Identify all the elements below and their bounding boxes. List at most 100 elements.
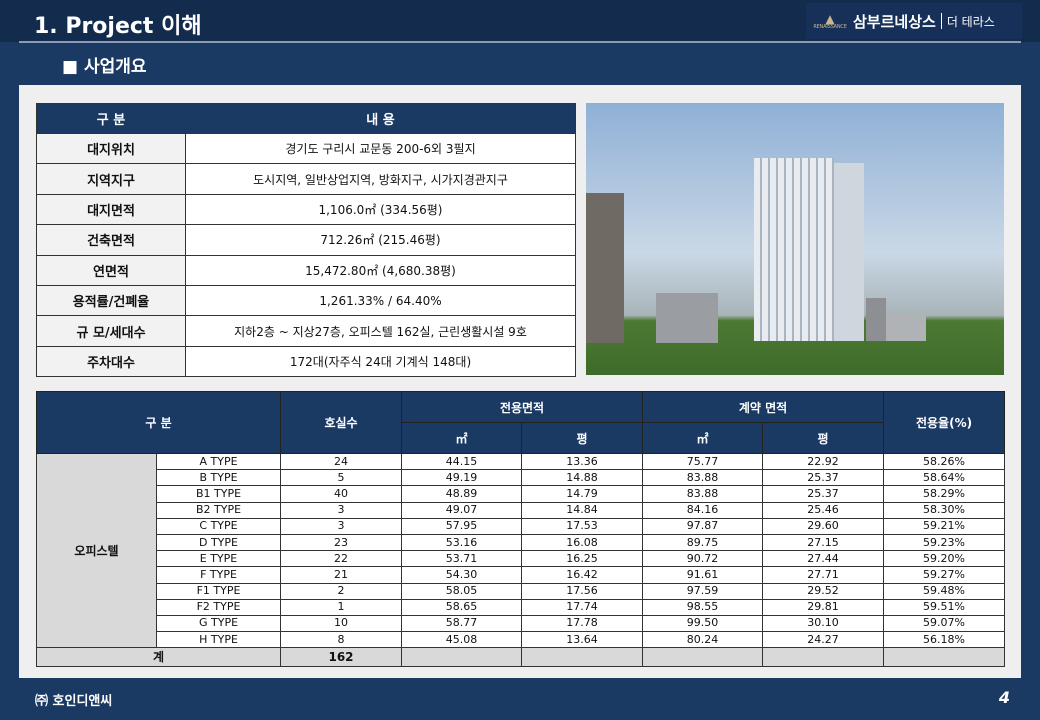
table-row: C TYPE 3 57.95 17.53 97.87 29.60 59.21% (37, 517, 1006, 535)
overview-row: 주차대수 172대(자주식 24대 기계식 148대) (36, 345, 576, 378)
cell-type: D TYPE (155, 533, 282, 552)
overview-value: 1,261.33% / 64.40% (185, 284, 576, 317)
cell-exclusive-pyeong: 13.64 (521, 631, 644, 649)
total-label: 계 (35, 647, 282, 668)
overview-value: 172대(자주식 24대 기계식 148대) (185, 345, 576, 378)
cell-rooms: 8 (280, 631, 403, 649)
overview-row: 건축면적 712.26㎡ (215.46평) (36, 224, 576, 256)
header-divider (19, 41, 1021, 43)
header-contract-sqm: ㎡ (642, 422, 764, 454)
cell-contract-sqm: 99.50 (642, 614, 764, 633)
cell-ratio: 56.18% (883, 631, 1006, 649)
overview-label: 건축면적 (36, 224, 186, 256)
table-row: G TYPE 10 58.77 17.78 99.50 30.10 59.07% (37, 614, 1006, 633)
cell-contract-pyeong: 27.44 (762, 550, 885, 568)
cell-exclusive-pyeong: 17.53 (521, 517, 644, 535)
cell-exclusive-sqm: 49.19 (401, 469, 523, 487)
cell-type: F1 TYPE (155, 582, 282, 600)
cell-exclusive-sqm: 54.30 (401, 566, 523, 584)
cell-ratio: 58.64% (883, 469, 1006, 487)
cell-exclusive-sqm: 58.77 (401, 614, 523, 633)
cell-contract-sqm: 91.61 (642, 566, 764, 584)
cell-ratio: 59.21% (883, 517, 1006, 535)
cell-type: G TYPE (155, 614, 282, 633)
header-category: 구 분 (35, 391, 282, 454)
cell-contract-sqm: 84.16 (642, 501, 764, 519)
cell-contract-pyeong: 27.15 (762, 533, 885, 552)
cell-rooms: 22 (280, 550, 403, 568)
overview-label: 대지위치 (36, 132, 186, 165)
unit-table: 구 분 호실수 전용면적 계약 면적 전용율(%) ㎡ 평 ㎡ 평 오피스텔 A … (35, 391, 1006, 668)
overview-row: 대지위치 경기도 구리시 교문동 200-6외 3필지 (36, 132, 576, 165)
table-row: B TYPE 5 49.19 14.88 83.88 25.37 58.64% (37, 469, 1006, 487)
building-rendering-image (586, 103, 1004, 375)
brand-logo: ▲ RENAISSANCE 삼부르네상스 더 테라스 (806, 3, 1022, 39)
cell-exclusive-pyeong: 17.74 (521, 598, 644, 616)
cell-rooms: 21 (280, 566, 403, 584)
table-row: H TYPE 8 45.08 13.64 80.24 24.27 56.18% (37, 631, 1006, 649)
cell-ratio: 59.48% (883, 582, 1006, 600)
company-name: ㈜ 호인디앤씨 (35, 694, 113, 709)
cell-contract-sqm: 89.75 (642, 533, 764, 552)
cell-rooms: 5 (280, 469, 403, 487)
overview-header-content: 내 용 (185, 103, 576, 134)
cell-type: F2 TYPE (155, 598, 282, 616)
cell-ratio: 58.26% (883, 452, 1006, 471)
overview-value: 15,472.80㎡ (4,680.38평) (185, 254, 576, 286)
cell-type: A TYPE (155, 452, 282, 471)
cell-exclusive-pyeong: 16.25 (521, 550, 644, 568)
table-row: F TYPE 21 54.30 16.42 91.61 27.71 59.27% (37, 566, 1006, 584)
cell-exclusive-sqm: 48.89 (401, 485, 523, 503)
cell-ratio: 59.20% (883, 550, 1006, 568)
cell-exclusive-sqm: 45.08 (401, 631, 523, 649)
cell-exclusive-pyeong: 14.88 (521, 469, 644, 487)
cell-exclusive-sqm: 53.71 (401, 550, 523, 568)
cell-contract-sqm: 97.59 (642, 582, 764, 600)
cell-contract-pyeong: 24.27 (762, 631, 885, 649)
cell-exclusive-pyeong: 17.56 (521, 582, 644, 600)
cell-exclusive-pyeong: 17.78 (521, 614, 644, 633)
overview-value: 지하2층 ~ 지상27층, 오피스텔 162실, 근린생활시설 9호 (185, 315, 576, 347)
cell-contract-sqm: 80.24 (642, 631, 764, 649)
cell-rooms: 24 (280, 452, 403, 471)
overview-row: 연면적 15,472.80㎡ (4,680.38평) (36, 254, 576, 286)
overview-row: 용적률/건폐율 1,261.33% / 64.40% (36, 284, 576, 317)
overview-label: 대지면적 (36, 193, 186, 226)
cell-contract-pyeong: 22.92 (762, 452, 885, 471)
cell-exclusive-sqm: 58.05 (401, 582, 523, 600)
overview-label: 규 모/세대수 (36, 315, 186, 347)
header-ratio: 전용율(%) (883, 391, 1006, 454)
cell-type: C TYPE (155, 517, 282, 535)
overview-header-category: 구 분 (36, 103, 186, 134)
cell-rooms: 3 (280, 517, 403, 535)
cell-contract-pyeong: 29.60 (762, 517, 885, 535)
cell-ratio: 58.30% (883, 501, 1006, 519)
cell-contract-pyeong: 27.71 (762, 566, 885, 584)
cell-ratio: 58.29% (883, 485, 1006, 503)
cell-ratio: 59.23% (883, 533, 1006, 552)
cell-ratio: 59.51% (883, 598, 1006, 616)
section-title: ■ 사업개요 (62, 57, 147, 77)
table-row: 오피스텔 A TYPE 24 44.15 13.36 75.77 22.92 58.26% (36, 452, 1006, 649)
cell-exclusive-pyeong: 16.08 (521, 533, 644, 552)
brand-name: 삼부르네상스 (853, 12, 936, 31)
cell-exclusive-sqm: 53.16 (401, 533, 523, 552)
brand-emblem-icon: ▲ (825, 11, 835, 26)
cell-contract-sqm: 90.72 (642, 550, 764, 568)
overview-value: 경기도 구리시 교문동 200-6외 3필지 (185, 132, 576, 165)
cell-type: B TYPE (155, 469, 282, 487)
brand-sub: 더 테라스 (946, 14, 995, 29)
overview-label: 주차대수 (36, 345, 186, 378)
table-row: F2 TYPE 1 58.65 17.74 98.55 29.81 59.51% (37, 598, 1006, 616)
cell-rooms: 10 (280, 614, 403, 633)
cell-type: E TYPE (155, 550, 282, 568)
header-exclusive-sqm: ㎡ (401, 422, 523, 454)
cell-contract-pyeong: 29.52 (762, 582, 885, 600)
cell-exclusive-sqm: 49.07 (401, 501, 523, 519)
table-row: B1 TYPE 40 48.89 14.79 83.88 25.37 58.29% (37, 485, 1006, 503)
header-contract-area: 계약 면적 (642, 391, 885, 423)
overview-label: 지역지구 (36, 163, 186, 195)
overview-label: 용적률/건폐율 (36, 284, 186, 317)
overview-label: 연면적 (36, 254, 186, 286)
cell-rooms: 3 (280, 501, 403, 519)
